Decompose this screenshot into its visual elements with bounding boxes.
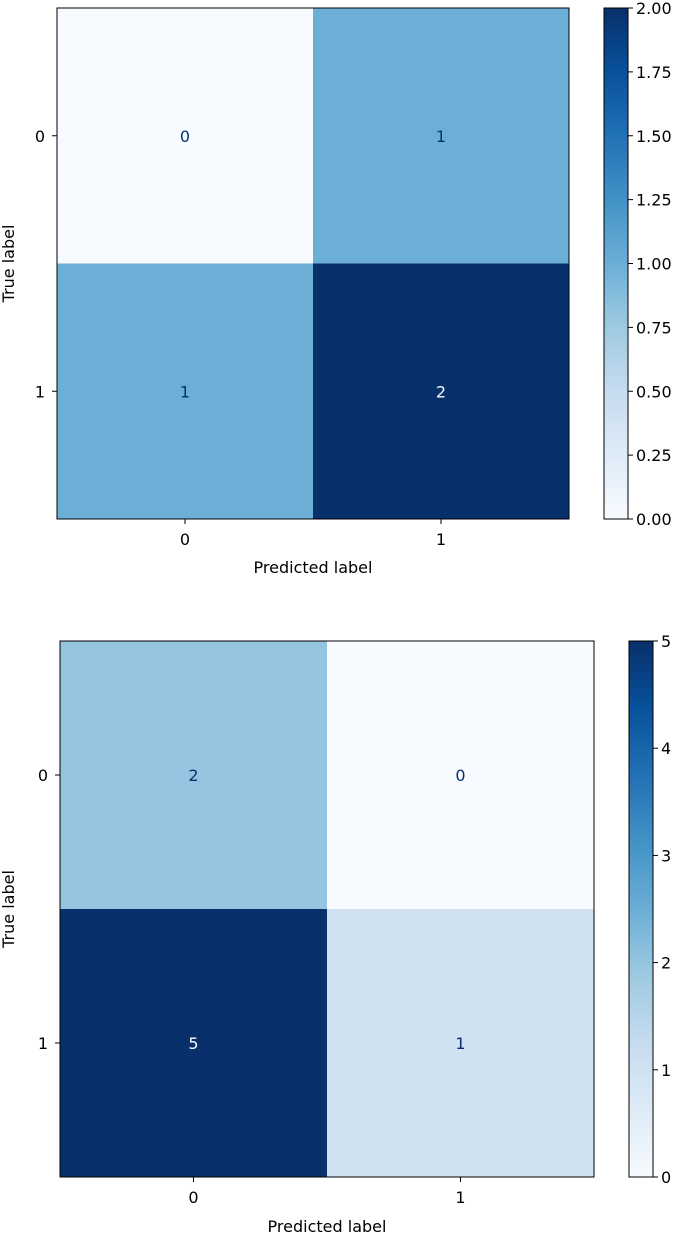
- y-axis-label: True label: [0, 225, 18, 304]
- x-tick-label: 1: [455, 1188, 465, 1207]
- matrix-cell: [327, 641, 594, 909]
- plot-frame: [59, 640, 595, 1178]
- colorbar-tick-label: 0: [661, 1168, 671, 1187]
- cell-value-label: 5: [188, 1034, 198, 1053]
- matrix-cell: [60, 641, 327, 909]
- plot-frame: [56, 7, 570, 520]
- x-axis-label: Predicted label: [268, 1217, 387, 1236]
- x-tick-label: 1: [436, 530, 446, 549]
- colorbar-tick-label: 0.00: [636, 510, 672, 529]
- x-tick-label: 0: [180, 530, 190, 549]
- colorbar-tick-label: 4: [661, 739, 671, 758]
- matrix-cell: [313, 8, 569, 264]
- y-tick-label: 0: [35, 127, 45, 146]
- cell-value-label: 0: [455, 766, 465, 785]
- matrix-cell: [60, 909, 327, 1177]
- matrix-cell: [57, 8, 313, 264]
- colorbar: [603, 7, 629, 520]
- colorbar: [628, 640, 654, 1178]
- cell-value-label: 1: [436, 127, 446, 146]
- y-tick-label: 1: [35, 382, 45, 401]
- matrix-cell: [327, 909, 594, 1177]
- cell-value-label: 1: [180, 382, 190, 401]
- confusion-matrix-1: 0 1 1 2 0 1 0 1 Predicted label True label 0.00 0.2…: [0, 0, 672, 577]
- colorbar-tick-label: 0.50: [636, 382, 672, 401]
- colorbar-tick-label: 3: [661, 846, 671, 865]
- colorbar-tick-label: 2.00: [636, 0, 672, 18]
- colorbar-tick-label: 0.75: [636, 318, 672, 337]
- colorbar-tick-label: 2: [661, 954, 671, 973]
- matrix-cell: [313, 263, 569, 519]
- colorbar-tick-label: 1.75: [636, 63, 672, 82]
- cell-value-label: 0: [180, 127, 190, 146]
- cell-value-label: 2: [436, 382, 446, 401]
- colorbar-tick-label: 0.25: [636, 446, 672, 465]
- colorbar-tick-label: 1.00: [636, 255, 672, 274]
- colorbar-tick-label: 1.50: [636, 127, 672, 146]
- matrix-cell: [57, 263, 313, 519]
- y-axis-label: True label: [0, 870, 18, 949]
- x-tick-label: 0: [188, 1188, 198, 1207]
- y-tick-label: 1: [38, 1034, 48, 1053]
- colorbar-tick-label: 1: [661, 1061, 671, 1080]
- colorbar-tick-label: 1.25: [636, 191, 672, 210]
- cell-value-label: 2: [188, 766, 198, 785]
- cell-value-label: 1: [455, 1034, 465, 1053]
- x-axis-label: Predicted label: [254, 558, 373, 577]
- colorbar-tick-label: 5: [661, 632, 671, 651]
- y-tick-label: 0: [38, 766, 48, 785]
